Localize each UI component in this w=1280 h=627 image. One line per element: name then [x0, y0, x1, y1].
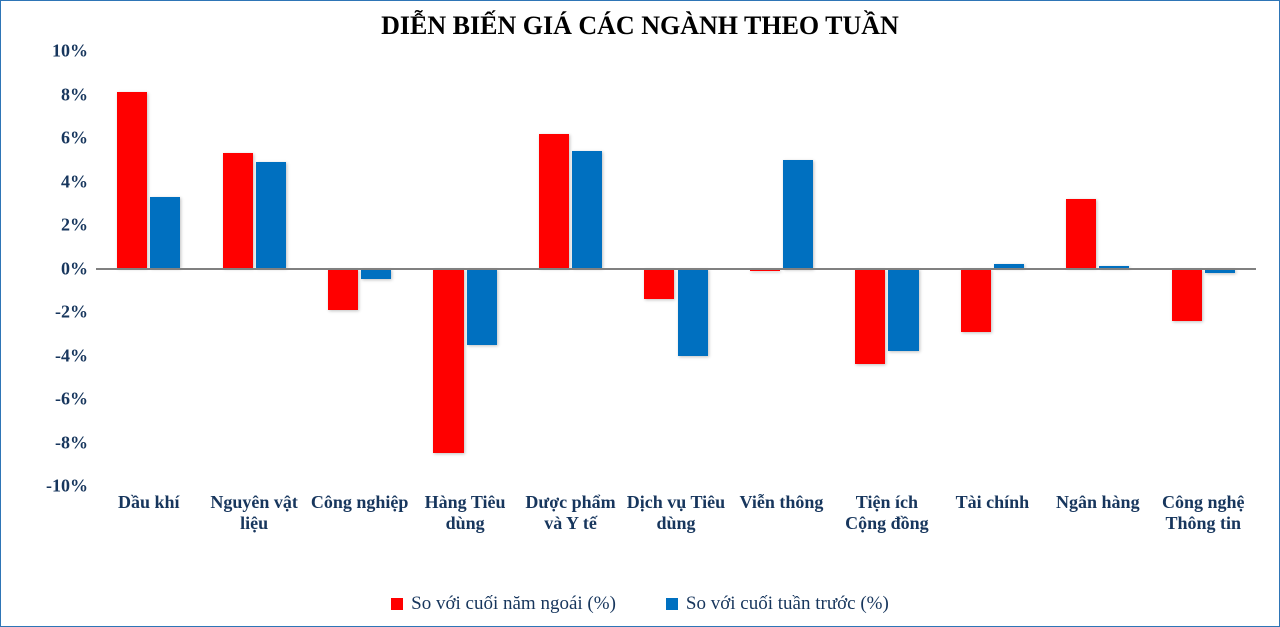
bar-series-1	[783, 160, 813, 269]
bar-series-1	[256, 162, 286, 269]
bar-series-0	[855, 269, 885, 365]
x-tick-label: Tiện ích Cộng đồng	[834, 486, 939, 533]
y-tick-label: -4%	[55, 345, 96, 366]
x-tick-label: Công nghệ Thông tin	[1151, 486, 1256, 533]
legend-swatch	[391, 598, 403, 610]
plot-area: 10%8%6%4%2%0%-2%-4%-6%-8%-10%Dầu khíNguy…	[96, 51, 1256, 486]
bar-series-0	[961, 269, 991, 332]
y-tick-label: -6%	[55, 389, 96, 410]
bar-series-0	[644, 269, 674, 299]
y-tick-label: -2%	[55, 302, 96, 323]
x-tick-label: Nguyên vật liệu	[201, 486, 306, 533]
x-tick-label: Tài chính	[940, 486, 1045, 513]
x-tick-label: Dược phẩm và Y tế	[518, 486, 623, 533]
bar-series-0	[328, 269, 358, 310]
legend-swatch	[666, 598, 678, 610]
x-tick-label: Dầu khí	[96, 486, 201, 513]
bar-series-1	[467, 269, 497, 345]
bar-series-1	[361, 269, 391, 280]
y-tick-label: 8%	[61, 84, 96, 105]
bar-series-1	[572, 151, 602, 268]
x-tick-label: Hàng Tiêu dùng	[412, 486, 517, 533]
y-tick-label: 6%	[61, 128, 96, 149]
legend-item: So với cuối tuần trước (%)	[666, 593, 889, 615]
axis-zero-line	[96, 268, 1256, 270]
bar-series-0	[117, 92, 147, 268]
x-tick-label: Dịch vụ Tiêu dùng	[623, 486, 728, 533]
chart-container: DIỄN BIẾN GIÁ CÁC NGÀNH THEO TUẦN 10%8%6…	[0, 0, 1280, 627]
bar-series-0	[223, 153, 253, 268]
bar-series-1	[888, 269, 918, 352]
bar-series-0	[433, 269, 463, 454]
y-tick-label: 0%	[61, 258, 96, 279]
bar-series-0	[1066, 199, 1096, 269]
legend-label: So với cuối năm ngoái (%)	[411, 593, 616, 615]
bar-series-0	[539, 134, 569, 269]
bar-series-1	[150, 197, 180, 269]
x-tick-label: Công nghiệp	[307, 486, 412, 513]
x-tick-label: Viễn thông	[729, 486, 834, 513]
chart-title: DIỄN BIẾN GIÁ CÁC NGÀNH THEO TUẦN	[1, 11, 1279, 41]
legend-item: So với cuối năm ngoái (%)	[391, 593, 616, 615]
y-tick-label: 2%	[61, 215, 96, 236]
y-tick-label: 4%	[61, 171, 96, 192]
legend-label: So với cuối tuần trước (%)	[686, 593, 889, 615]
y-tick-label: -10%	[46, 476, 96, 497]
legend: So với cuối năm ngoái (%) So với cuối tuầ…	[1, 593, 1279, 616]
y-tick-label: -8%	[55, 432, 96, 453]
bar-series-1	[678, 269, 708, 356]
x-tick-label: Ngân hàng	[1045, 486, 1150, 513]
bar-series-0	[1172, 269, 1202, 321]
y-tick-label: 10%	[52, 41, 96, 62]
